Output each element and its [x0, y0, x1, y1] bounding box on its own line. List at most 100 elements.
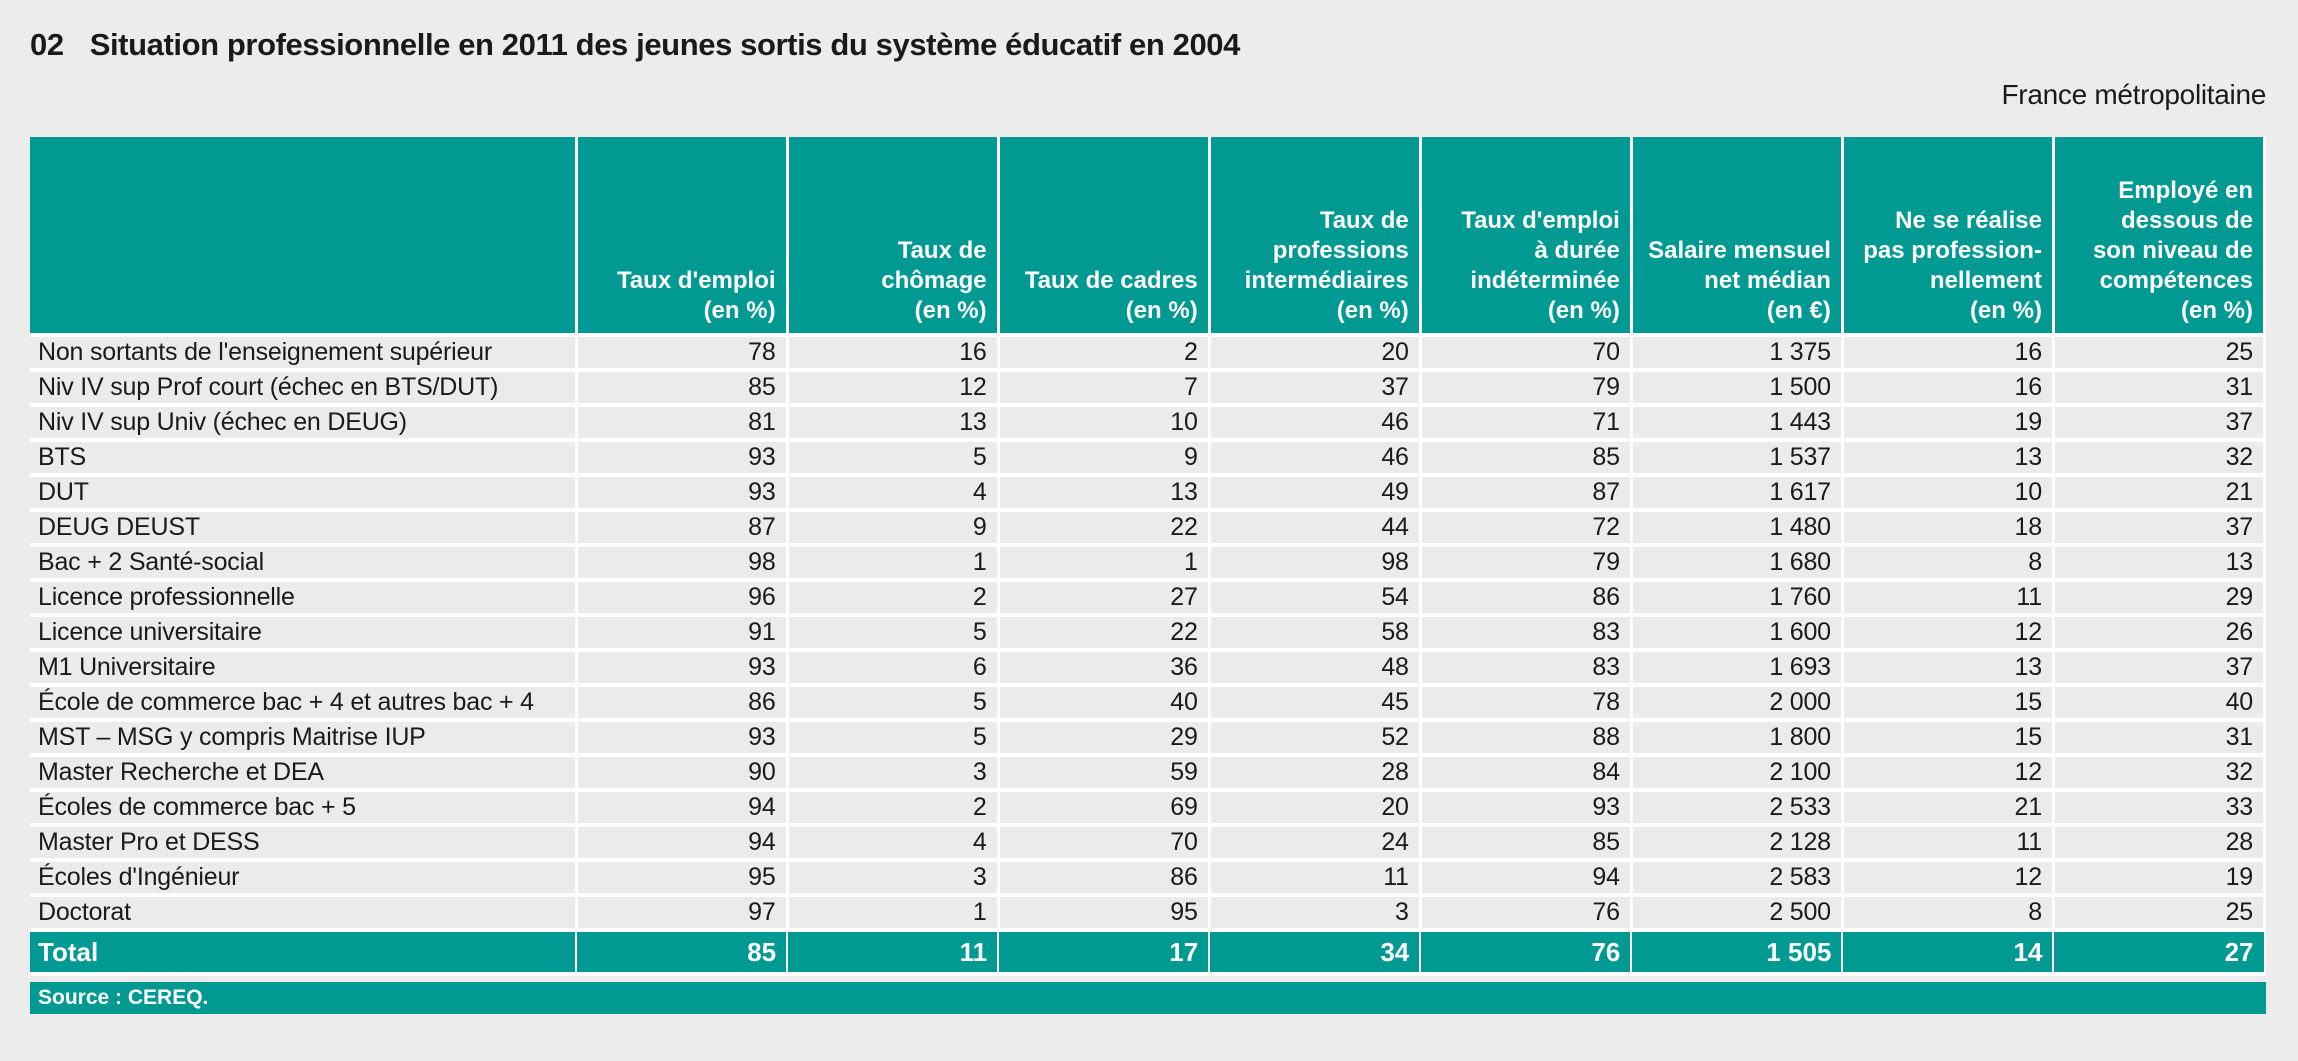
cell-value: 22 — [998, 510, 1211, 547]
cell-value: 8 — [1842, 895, 2055, 932]
total-value: 34 — [1209, 930, 1422, 976]
cell-value: 13 — [787, 405, 1000, 442]
total-label: Total — [30, 930, 577, 976]
row-label: DUT — [30, 475, 578, 512]
cell-value: 29 — [998, 720, 1211, 757]
table-row: Non sortants de l'enseignement supérieur… — [30, 335, 2267, 372]
table-number: 02 — [30, 27, 64, 62]
cell-value: 25 — [2053, 335, 2267, 372]
cell-value: 91 — [576, 615, 789, 652]
cell-value: 93 — [576, 720, 789, 757]
cell-value: 2 583 — [1631, 860, 1844, 897]
row-label: École de commerce bac + 4 et autres bac … — [30, 685, 578, 722]
cell-value: 46 — [1209, 440, 1422, 477]
table-row: Master Recherche et DEA 90 3 59 28 84 2 100 12 3… — [30, 755, 2267, 792]
cell-value: 4 — [787, 475, 1000, 512]
cell-value: 86 — [576, 685, 789, 722]
cell-value: 1 — [998, 545, 1211, 582]
cell-value: 22 — [998, 615, 1211, 652]
cell-value: 11 — [1209, 860, 1422, 897]
cell-value: 13 — [998, 475, 1211, 512]
total-value: 27 — [2053, 930, 2266, 976]
row-label: Niv IV sup Univ (échec en DEUG) — [30, 405, 578, 442]
cell-value: 15 — [1842, 720, 2055, 757]
cell-value: 93 — [576, 475, 789, 512]
cell-value: 98 — [1209, 545, 1422, 582]
cell-value: 19 — [2053, 860, 2267, 897]
cell-value: 21 — [1842, 790, 2055, 827]
cell-value: 78 — [1420, 685, 1633, 722]
cell-value: 69 — [998, 790, 1211, 827]
cell-value: 2 — [787, 790, 1000, 827]
cell-value: 48 — [1209, 650, 1422, 687]
cell-value: 26 — [2053, 615, 2267, 652]
cell-value: 1 — [787, 895, 1000, 932]
cell-value: 71 — [1420, 405, 1633, 442]
cell-value: 13 — [2053, 545, 2267, 582]
cell-value: 78 — [576, 335, 789, 372]
cell-value: 18 — [1842, 510, 2055, 547]
row-label: Doctorat — [30, 895, 578, 932]
cell-value: 5 — [787, 720, 1000, 757]
cell-value: 13 — [1842, 650, 2055, 687]
cell-value: 1 375 — [1631, 335, 1844, 372]
cell-value: 1 600 — [1631, 615, 1844, 652]
source-band: Source : CEREQ. — [30, 982, 2266, 1014]
column-header: Taux d'emploi (en %) — [576, 137, 789, 337]
cell-value: 1 537 — [1631, 440, 1844, 477]
cell-value: 70 — [998, 825, 1211, 862]
cell-value: 58 — [1209, 615, 1422, 652]
table-row: M1 Universitaire 93 6 36 48 83 1 693 13 37 — [30, 650, 2267, 687]
cell-value: 54 — [1209, 580, 1422, 617]
table-row: DEUG DEUST 87 9 22 44 72 1 480 18 37 — [30, 510, 2267, 547]
cell-value: 79 — [1420, 370, 1633, 407]
cell-value: 1 480 — [1631, 510, 1844, 547]
total-value: 1 505 — [1631, 930, 1844, 976]
cell-value: 11 — [1842, 825, 2055, 862]
row-label: MST – MSG y compris Maitrise IUP — [30, 720, 578, 757]
row-label: Licence professionnelle — [30, 580, 578, 617]
cell-value: 2 500 — [1631, 895, 1844, 932]
cell-value: 2 — [998, 335, 1211, 372]
cell-value: 76 — [1420, 895, 1633, 932]
cell-value: 16 — [1842, 335, 2055, 372]
column-header: Ne se réalise pas profession- nellement … — [1842, 137, 2055, 337]
cell-value: 28 — [2053, 825, 2267, 862]
table-row: Doctorat 97 1 95 3 76 2 500 8 25 — [30, 895, 2267, 932]
cell-value: 1 617 — [1631, 475, 1844, 512]
cell-value: 87 — [1420, 475, 1633, 512]
table-row: Master Pro et DESS 94 4 70 24 85 2 128 11 28 — [30, 825, 2267, 862]
page-title: Situation professionnelle en 2011 des je… — [89, 27, 1241, 62]
cell-value: 85 — [1420, 440, 1633, 477]
cell-value: 2 533 — [1631, 790, 1844, 827]
cell-value: 90 — [576, 755, 789, 792]
cell-value: 2 100 — [1631, 755, 1844, 792]
cell-value: 88 — [1420, 720, 1633, 757]
table-row: Licence universitaire 91 5 22 58 83 1 600 12 26 — [30, 615, 2267, 652]
table-row: Niv IV sup Prof court (échec en BTS/DUT)… — [30, 370, 2267, 407]
cell-value: 5 — [787, 440, 1000, 477]
cell-value: 12 — [787, 370, 1000, 407]
total-row: Total 85 11 17 34 76 1 505 14 27 — [30, 930, 2266, 976]
cell-value: 25 — [2053, 895, 2267, 932]
cell-value: 5 — [787, 615, 1000, 652]
cell-value: 8 — [1842, 545, 2055, 582]
cell-value: 97 — [576, 895, 789, 932]
source-note: Source : CEREQ. — [38, 986, 209, 1009]
header-row: Taux d'emploi (en %) Taux de chômage (en … — [30, 137, 2267, 337]
cell-value: 13 — [1842, 440, 2055, 477]
cell-value: 1 443 — [1631, 405, 1844, 442]
cell-value: 19 — [1842, 405, 2055, 442]
total-value: 11 — [787, 930, 1000, 976]
table-row: École de commerce bac + 4 et autres bac … — [30, 685, 2267, 722]
cell-value: 87 — [576, 510, 789, 547]
table-foot: Total 85 11 17 34 76 1 505 14 27 — [30, 930, 2266, 976]
cell-value: 29 — [2053, 580, 2267, 617]
cell-value: 9 — [998, 440, 1211, 477]
cell-value: 20 — [1209, 790, 1422, 827]
row-label: Master Pro et DESS — [30, 825, 578, 862]
cell-value: 3 — [787, 755, 1000, 792]
cell-value: 33 — [2053, 790, 2267, 827]
cell-value: 20 — [1209, 335, 1422, 372]
total-value: 14 — [1842, 930, 2055, 976]
